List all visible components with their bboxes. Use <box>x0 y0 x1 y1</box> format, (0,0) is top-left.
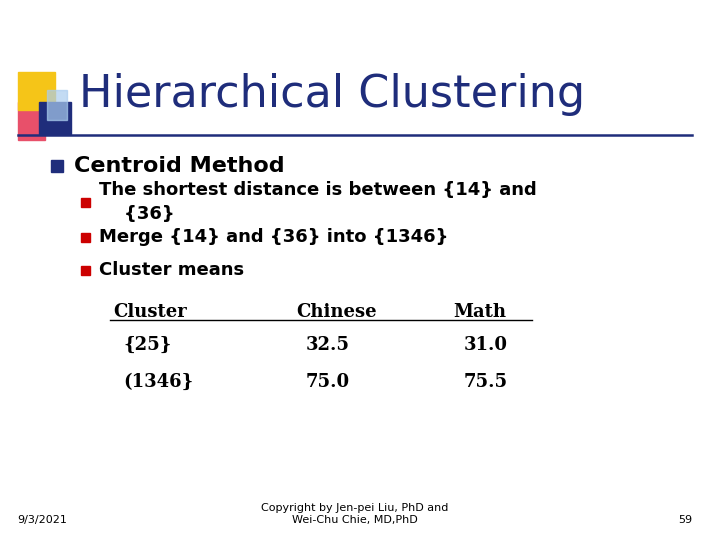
Text: (1346}: (1346} <box>123 373 194 391</box>
Text: Centroid Method: Centroid Method <box>74 156 284 176</box>
Text: 31.0: 31.0 <box>464 336 508 354</box>
Text: Chinese: Chinese <box>296 303 377 321</box>
Bar <box>18 102 45 140</box>
Text: Cluster means: Cluster means <box>99 261 243 279</box>
Text: Hierarchical Clustering: Hierarchical Clustering <box>79 73 585 117</box>
Text: 9/3/2021: 9/3/2021 <box>18 515 68 525</box>
Text: Math: Math <box>454 303 507 321</box>
Text: Copyright by Jen-pei Liu, PhD and
Wei-Chu Chie, MD,PhD: Copyright by Jen-pei Liu, PhD and Wei-Ch… <box>261 503 449 525</box>
Text: {25}: {25} <box>123 336 171 354</box>
Text: 32.5: 32.5 <box>306 336 350 354</box>
Text: 75.5: 75.5 <box>464 373 508 391</box>
Bar <box>81 198 90 207</box>
Text: The shortest distance is between {14} and
    {36}: The shortest distance is between {14} an… <box>99 181 536 223</box>
Bar <box>51 160 63 172</box>
Text: Merge {14} and {36} into {1346}: Merge {14} and {36} into {1346} <box>99 228 448 246</box>
Bar <box>81 266 90 275</box>
Bar <box>18 72 55 110</box>
Text: Cluster: Cluster <box>113 303 187 321</box>
Bar <box>81 233 90 242</box>
Text: 75.0: 75.0 <box>306 373 350 391</box>
Text: 59: 59 <box>678 515 692 525</box>
Bar <box>48 90 67 120</box>
Bar <box>40 102 71 134</box>
